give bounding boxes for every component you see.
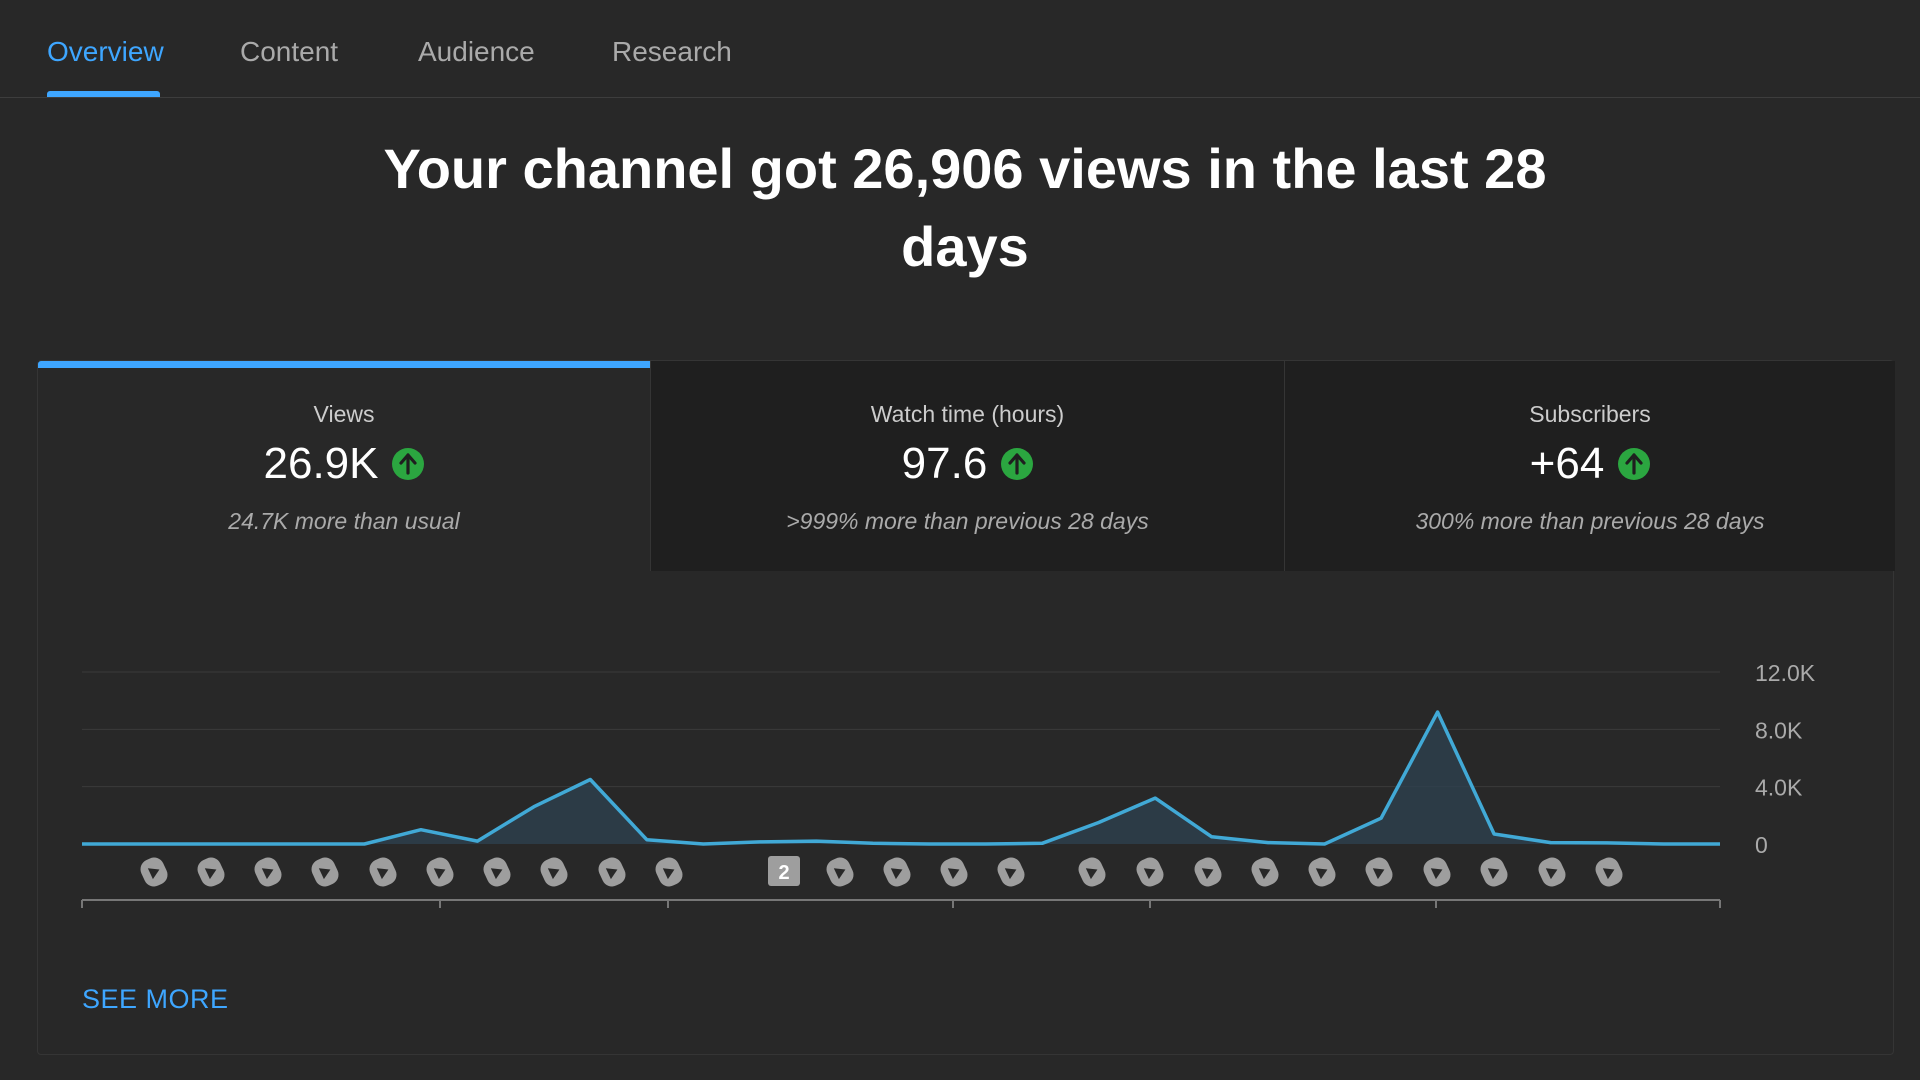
metric-label: Watch time (hours) xyxy=(651,401,1284,428)
arrow-up-icon xyxy=(1001,448,1033,480)
metric-comparison: 24.7K more than usual xyxy=(38,508,650,535)
arrow-up-icon xyxy=(392,448,424,480)
metric-views[interactable]: Views 26.9K 24.7K more than usual xyxy=(38,361,650,571)
active-tab-indicator xyxy=(47,91,160,97)
metric-watch-time[interactable]: Watch time (hours) 97.6 >999% more than … xyxy=(650,361,1284,571)
see-more-link[interactable]: SEE MORE xyxy=(82,984,229,1015)
tab-audience[interactable]: Audience xyxy=(418,36,535,68)
analytics-tabs: Overview Content Audience Research xyxy=(0,0,1920,98)
page-headline: Your channel got 26,906 views in the las… xyxy=(360,130,1570,286)
tab-content[interactable]: Content xyxy=(240,36,338,68)
arrow-up-icon xyxy=(1618,448,1650,480)
selected-metric-indicator xyxy=(38,361,650,368)
metric-value-row: 26.9K xyxy=(38,439,650,489)
metric-value: 26.9K xyxy=(264,439,379,489)
overview-card: Views 26.9K 24.7K more than usual Watch … xyxy=(37,360,1894,1055)
metric-comparison: 300% more than previous 28 days xyxy=(1285,508,1895,535)
metric-label: Views xyxy=(38,401,650,428)
metric-value-row: 97.6 xyxy=(651,439,1284,489)
metric-value-row: +64 xyxy=(1285,439,1895,489)
metric-value: +64 xyxy=(1530,439,1605,489)
tab-research[interactable]: Research xyxy=(612,36,732,68)
tab-overview[interactable]: Overview xyxy=(47,36,164,68)
metric-value: 97.6 xyxy=(902,439,988,489)
metric-comparison: >999% more than previous 28 days xyxy=(651,508,1284,535)
metric-label: Subscribers xyxy=(1285,401,1895,428)
metric-subscribers[interactable]: Subscribers +64 300% more than previous … xyxy=(1284,361,1895,571)
